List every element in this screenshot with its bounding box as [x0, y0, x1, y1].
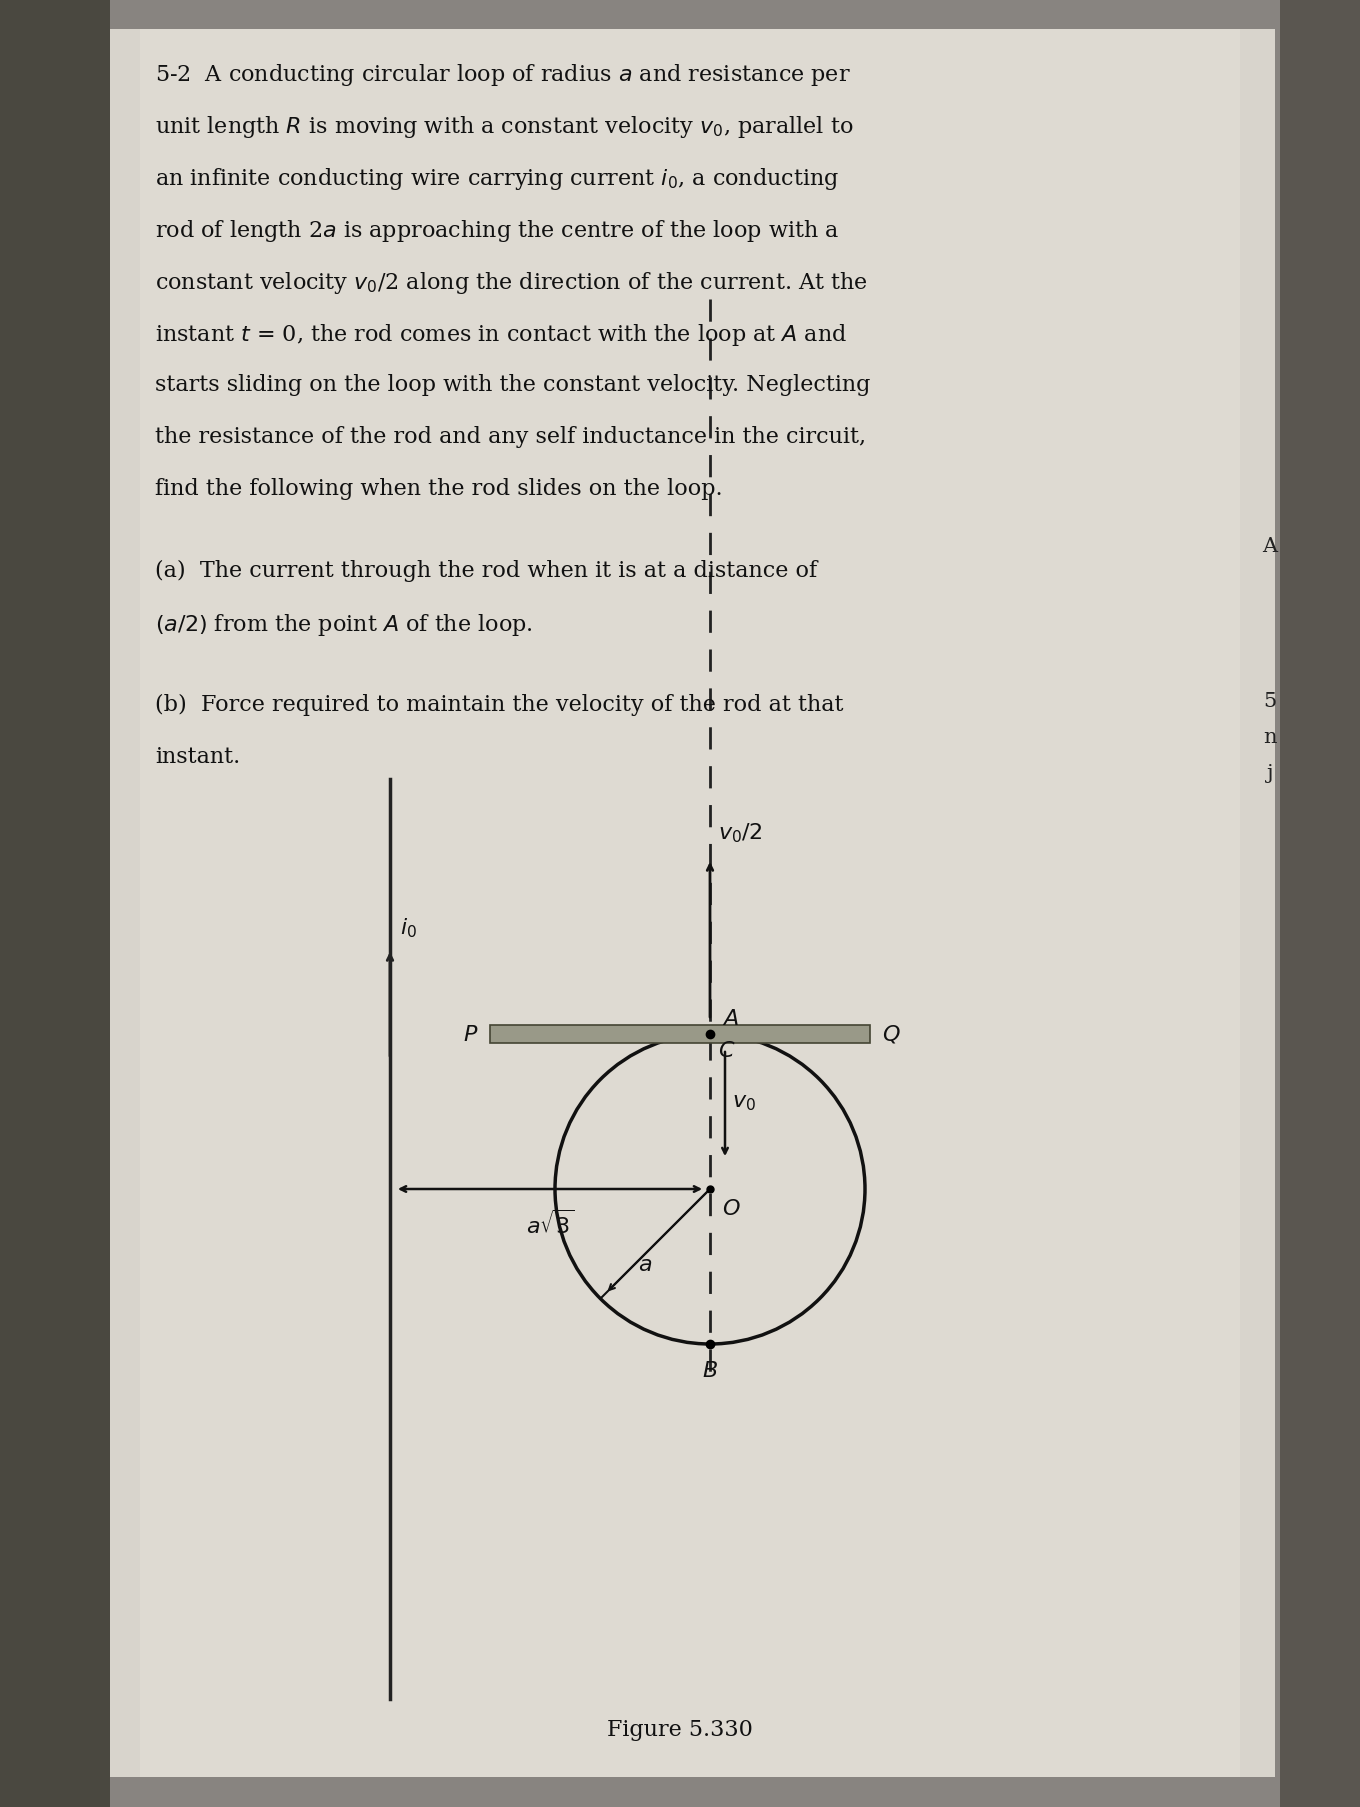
- Text: $(a/2)$ from the point $A$ of the loop.: $(a/2)$ from the point $A$ of the loop.: [155, 611, 533, 638]
- Text: $i_0$: $i_0$: [400, 916, 418, 940]
- Text: (b)  Force required to maintain the velocity of the rod at that: (b) Force required to maintain the veloc…: [155, 694, 843, 716]
- Text: $O$: $O$: [722, 1198, 741, 1220]
- Text: starts sliding on the loop with the constant velocity. Neglecting: starts sliding on the loop with the cons…: [155, 374, 870, 396]
- Text: 5: 5: [1263, 692, 1277, 710]
- Text: $A$: $A$: [722, 1008, 738, 1030]
- Text: constant velocity $v_0$/2 along the direction of the current. At the: constant velocity $v_0$/2 along the dire…: [155, 269, 868, 296]
- Text: (a)  The current through the rod when it is at a distance of: (a) The current through the rod when it …: [155, 560, 817, 582]
- Text: instant $t$ = 0, the rod comes in contact with the loop at $A$ and: instant $t$ = 0, the rod comes in contac…: [155, 322, 847, 347]
- Bar: [1280, 0, 1360, 1807]
- Text: Figure 5.330: Figure 5.330: [607, 1718, 753, 1740]
- Text: n: n: [1263, 728, 1277, 746]
- Text: $v_0$: $v_0$: [732, 1090, 756, 1113]
- Text: $a$: $a$: [638, 1254, 651, 1276]
- Text: j: j: [1266, 764, 1273, 782]
- Text: $a\sqrt{3}$: $a\sqrt{3}$: [526, 1209, 574, 1238]
- Bar: [110, 31, 1276, 1776]
- Bar: [140, 31, 1240, 1776]
- Bar: [490, 1025, 870, 1043]
- Text: $C$: $C$: [718, 1039, 736, 1061]
- Text: $v_0/2$: $v_0/2$: [718, 820, 763, 844]
- Text: rod of length 2$a$ is approaching the centre of the loop with a: rod of length 2$a$ is approaching the ce…: [155, 219, 839, 244]
- Text: find the following when the rod slides on the loop.: find the following when the rod slides o…: [155, 477, 722, 501]
- Text: the resistance of the rod and any self inductance in the circuit,: the resistance of the rod and any self i…: [155, 426, 866, 448]
- Text: $Q$: $Q$: [883, 1023, 900, 1046]
- Text: A: A: [1262, 537, 1277, 555]
- Text: instant.: instant.: [155, 746, 241, 768]
- Bar: [0, 0, 110, 1807]
- Text: an infinite conducting wire carrying current $i_0$, a conducting: an infinite conducting wire carrying cur…: [155, 166, 839, 192]
- Text: $B$: $B$: [702, 1359, 718, 1381]
- Text: 5-2  A conducting circular loop of radius $a$ and resistance per: 5-2 A conducting circular loop of radius…: [155, 61, 851, 89]
- Text: $P$: $P$: [462, 1023, 477, 1046]
- Text: unit length $R$ is moving with a constant velocity $v_0$, parallel to: unit length $R$ is moving with a constan…: [155, 114, 854, 139]
